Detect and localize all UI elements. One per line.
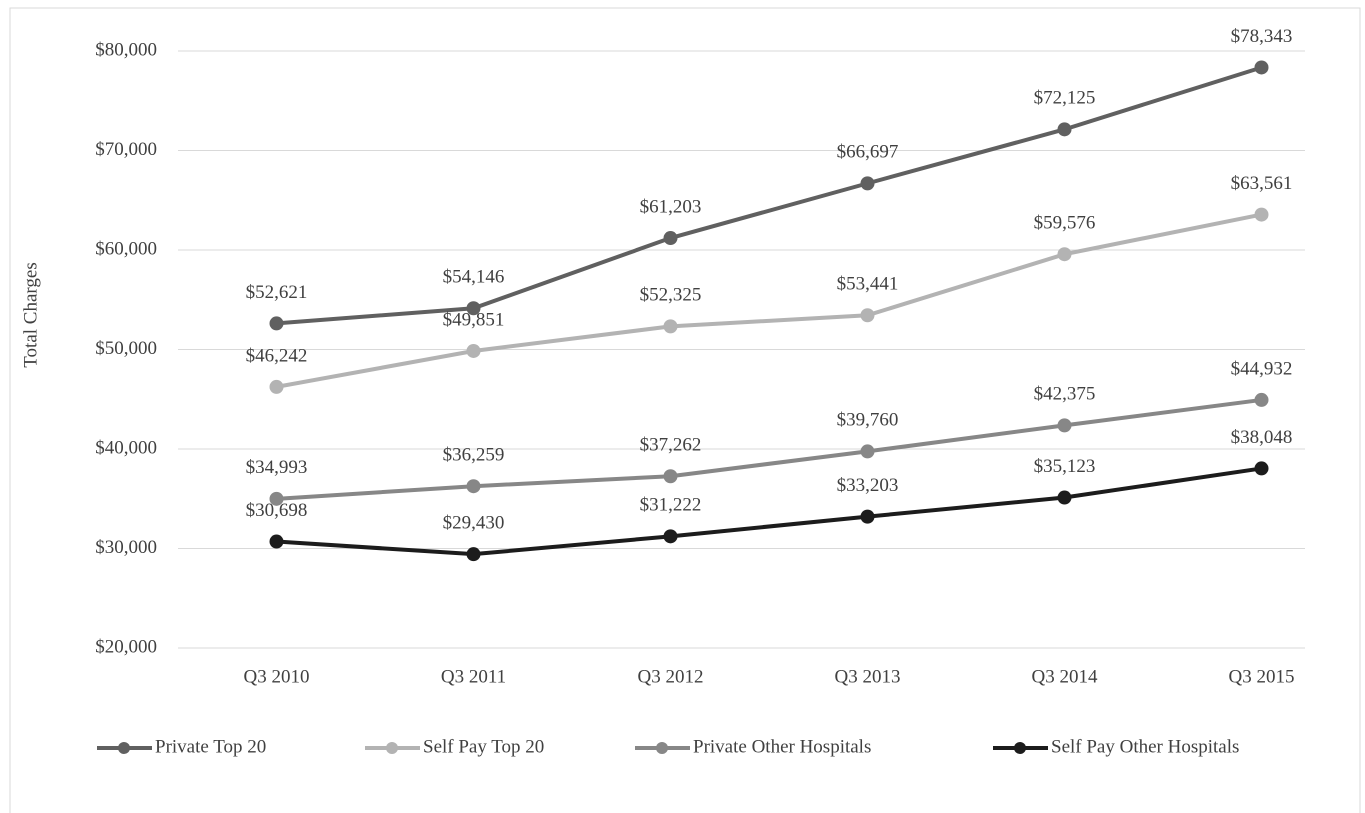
data-label: $59,576 xyxy=(1034,213,1096,234)
data-point xyxy=(269,491,284,506)
x-tick-label: Q3 2015 xyxy=(1229,666,1295,687)
data-label: $39,760 xyxy=(837,410,899,431)
y-tick-label: $30,000 xyxy=(95,537,157,558)
data-label: $49,851 xyxy=(443,309,505,330)
x-tick-label: Q3 2014 xyxy=(1032,666,1098,687)
legend-marker xyxy=(386,742,398,754)
y-tick-label: $20,000 xyxy=(95,636,157,657)
data-label: $63,561 xyxy=(1231,173,1293,194)
x-tick-label: Q3 2011 xyxy=(441,666,506,687)
series-line xyxy=(276,466,1262,557)
data-point xyxy=(466,343,481,358)
data-point xyxy=(1057,490,1072,505)
series-line xyxy=(276,397,1262,501)
data-point xyxy=(663,231,678,246)
data-label: $30,698 xyxy=(246,500,308,521)
data-label: $72,125 xyxy=(1034,88,1096,109)
data-point xyxy=(1057,122,1072,137)
data-point xyxy=(860,308,875,323)
data-label: $54,146 xyxy=(443,267,505,288)
data-point xyxy=(1254,60,1269,75)
data-point xyxy=(269,316,284,331)
data-label: $53,441 xyxy=(837,274,899,295)
data-label: $66,697 xyxy=(837,142,899,163)
y-tick-label: $40,000 xyxy=(95,437,157,458)
data-point xyxy=(466,301,481,316)
data-point xyxy=(466,479,481,494)
data-point xyxy=(1254,207,1269,222)
data-point xyxy=(663,319,678,334)
y-tick-label: $60,000 xyxy=(95,238,157,259)
data-label: $31,222 xyxy=(640,495,702,516)
data-point xyxy=(269,379,284,394)
x-tick-label: Q3 2012 xyxy=(638,666,704,687)
data-label: $29,430 xyxy=(443,513,505,534)
legend-marker xyxy=(1014,742,1026,754)
y-axis-title: Total Charges xyxy=(20,262,41,367)
legend-label: Private Other Hospitals xyxy=(693,736,871,757)
series-line xyxy=(276,212,1262,389)
data-label: $78,343 xyxy=(1231,26,1293,47)
data-point xyxy=(269,534,284,549)
data-label: $36,259 xyxy=(443,445,505,466)
data-point xyxy=(1057,247,1072,262)
chart-border xyxy=(9,7,1361,813)
legend-marker xyxy=(656,742,668,754)
data-label: $46,242 xyxy=(246,345,308,366)
legend-label: Self Pay Other Hospitals xyxy=(1051,736,1239,757)
data-label: $44,932 xyxy=(1231,358,1293,379)
series-line xyxy=(276,65,1263,326)
data-point xyxy=(663,469,678,484)
data-point xyxy=(1254,461,1269,476)
data-point xyxy=(663,529,678,544)
legend-label: Private Top 20 xyxy=(155,736,266,757)
data-label: $38,048 xyxy=(1231,427,1293,448)
legend-marker xyxy=(118,742,130,754)
data-label: $42,375 xyxy=(1034,384,1096,405)
data-point xyxy=(860,509,875,524)
legend-label: Self Pay Top 20 xyxy=(423,736,544,757)
data-label: $61,203 xyxy=(640,196,702,217)
y-tick-label: $80,000 xyxy=(95,39,157,60)
x-tick-label: Q3 2013 xyxy=(835,666,901,687)
y-tick-label: $70,000 xyxy=(95,139,157,160)
data-point xyxy=(860,444,875,459)
data-point xyxy=(1254,392,1269,407)
x-tick-label: Q3 2010 xyxy=(244,666,310,687)
data-point xyxy=(466,547,481,562)
data-label: $52,621 xyxy=(246,282,308,303)
data-label: $35,123 xyxy=(1034,456,1096,477)
data-label: $37,262 xyxy=(640,435,702,456)
data-label: $52,325 xyxy=(640,285,702,306)
data-point xyxy=(860,176,875,191)
data-label: $34,993 xyxy=(246,457,308,478)
y-tick-label: $50,000 xyxy=(95,338,157,359)
data-point xyxy=(1057,418,1072,433)
data-label: $33,203 xyxy=(837,475,899,496)
